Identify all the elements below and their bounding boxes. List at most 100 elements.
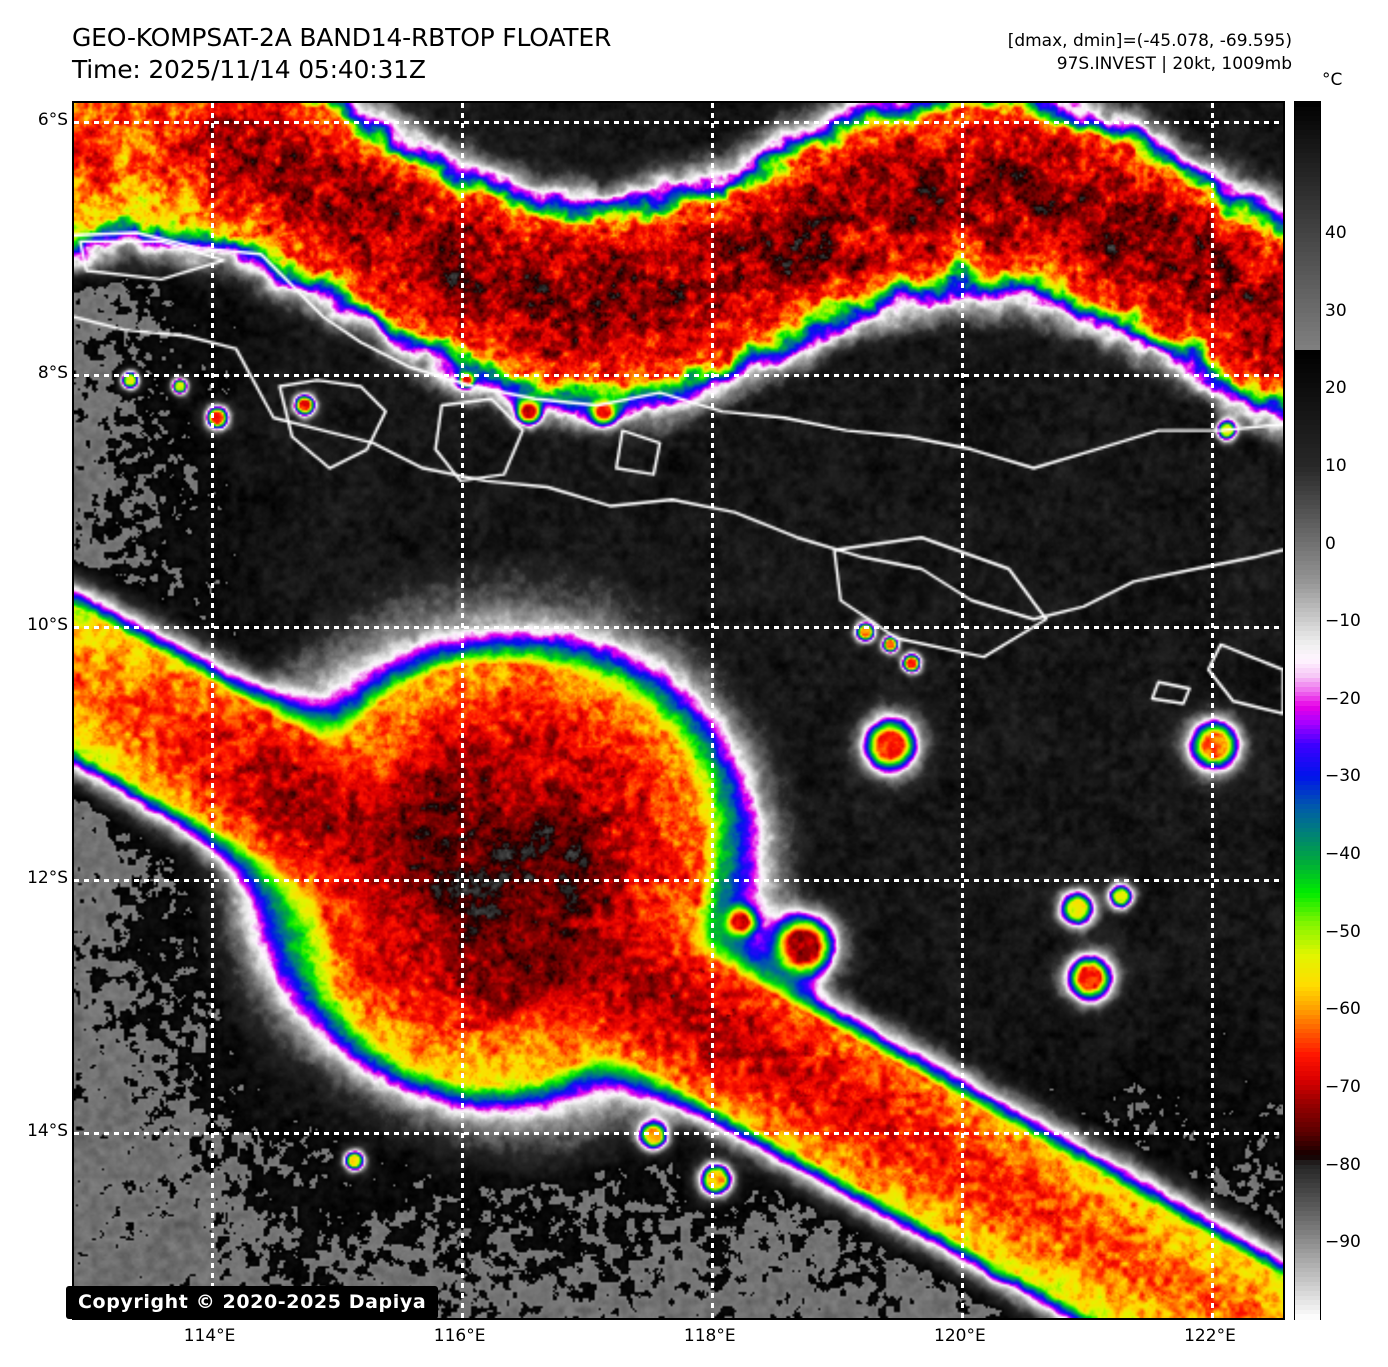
colorbar-segment <box>1295 172 1320 178</box>
colorbar-segment <box>1295 766 1320 773</box>
colorbar-segment <box>1295 1024 1320 1030</box>
colorbar-segment <box>1295 818 1320 824</box>
colorbar-segment <box>1295 513 1320 520</box>
colorbar-segment <box>1295 743 1320 749</box>
colorbar-segment <box>1295 621 1320 627</box>
colorbar-segment <box>1295 733 1320 740</box>
colorbar-segment <box>1295 935 1320 941</box>
colorbar-segment <box>1295 888 1320 894</box>
colorbar-segment <box>1295 780 1320 787</box>
colorbar-segment <box>1295 345 1320 351</box>
colorbar-tick-label: 20 <box>1325 378 1347 399</box>
storm-info: 97S.INVEST | 20kt, 1009mb <box>1056 54 1292 74</box>
colorbar-tick-label: 30 <box>1325 300 1347 321</box>
colorbar-segment <box>1295 471 1320 478</box>
colorbar-segment <box>1295 401 1320 407</box>
colorbar-segment <box>1295 1173 1320 1180</box>
colorbar-segment <box>1295 869 1320 876</box>
colorbar-segment <box>1295 1028 1320 1035</box>
dmax-dmin-readout: [dmax, dmin]=(-45.078, -69.595) <box>1007 31 1292 51</box>
observation-time: Time: 2025/11/14 05:40:31Z <box>72 55 426 84</box>
colorbar-segment <box>1295 387 1320 393</box>
colorbar-segment <box>1295 350 1320 356</box>
x-tick-label: 116°E <box>433 1326 486 1346</box>
colorbar-segment <box>1295 509 1320 515</box>
y-tick-label: 8°S <box>37 362 68 383</box>
colorbar-segment <box>1295 836 1320 843</box>
colorbar-segment <box>1295 963 1320 969</box>
satellite-map-plot[interactable] <box>72 101 1285 1320</box>
colorbar-segment <box>1295 1192 1320 1199</box>
colorbar-segment <box>1295 588 1320 595</box>
colorbar-segment <box>1295 270 1320 276</box>
colorbar-segment <box>1295 190 1320 197</box>
colorbar-segment <box>1295 897 1320 904</box>
colorbar-segment <box>1295 1047 1320 1053</box>
colorbar-segment <box>1295 635 1320 641</box>
y-tick-label: 14°S <box>27 1120 68 1141</box>
colorbar-segment <box>1295 1295 1320 1301</box>
colorbar-segment <box>1295 261 1320 267</box>
colorbar-tick-label: −20 <box>1325 688 1361 709</box>
colorbar-segment <box>1295 429 1320 436</box>
colorbar-segment <box>1295 715 1320 721</box>
colorbar-segment <box>1295 396 1320 403</box>
colorbar-segment <box>1295 907 1320 913</box>
colorbar-tick-label: 40 <box>1325 222 1347 243</box>
colorbar-segment <box>1295 167 1320 173</box>
colorbar-segment <box>1295 1290 1320 1297</box>
colorbar-segment <box>1295 462 1320 468</box>
colorbar-segment <box>1295 200 1320 206</box>
colorbar-segment <box>1295 1019 1320 1025</box>
colorbar-segment <box>1295 1061 1320 1067</box>
colorbar-segment <box>1295 223 1320 230</box>
colorbar-segment <box>1295 499 1320 506</box>
colorbar-segment <box>1295 1244 1320 1250</box>
colorbar-segment <box>1295 747 1320 754</box>
colorbar-segment <box>1295 691 1320 698</box>
colorbar-segment <box>1295 228 1320 234</box>
y-tick-label: 10°S <box>27 615 68 636</box>
colorbar-segment <box>1295 1145 1320 1152</box>
colorbar-segment <box>1295 490 1320 496</box>
colorbar-segment <box>1295 1201 1320 1208</box>
x-tick-label: 118°E <box>683 1326 736 1346</box>
colorbar-segment <box>1295 1099 1320 1105</box>
colorbar-segment <box>1295 532 1320 539</box>
colorbar-segment <box>1295 340 1320 347</box>
colorbar-segment <box>1295 1164 1320 1170</box>
colorbar-segment <box>1295 673 1320 679</box>
colorbar-segment <box>1295 574 1320 581</box>
colorbar-segment <box>1295 579 1320 585</box>
colorbar-segment <box>1295 1131 1320 1138</box>
colorbar-segment <box>1295 864 1320 871</box>
map-canvas-area <box>74 103 1283 1318</box>
colorbar-segment <box>1295 1070 1320 1077</box>
colorbar-segment <box>1295 476 1320 482</box>
colorbar-segment <box>1295 832 1320 838</box>
colorbar-segment <box>1295 551 1320 557</box>
colorbar-tick-label: −60 <box>1325 999 1361 1020</box>
colorbar-segment <box>1295 719 1320 726</box>
colorbar-segment <box>1295 804 1320 810</box>
colorbar-segment <box>1295 279 1320 286</box>
colorbar-segment <box>1295 265 1320 272</box>
colorbar-segment <box>1295 406 1320 412</box>
infrared-imagery <box>74 103 1283 1318</box>
colorbar-segment <box>1295 162 1320 169</box>
colorbar-segment <box>1295 1108 1320 1114</box>
colorbar-segment <box>1295 677 1320 684</box>
colorbar-segment <box>1295 382 1320 389</box>
colorbar-segment <box>1295 668 1320 674</box>
colorbar-segment <box>1295 939 1320 946</box>
colorbar-segment <box>1295 902 1320 908</box>
colorbar-segment <box>1295 1272 1320 1278</box>
colorbar-segment <box>1295 879 1320 885</box>
colorbar-segment <box>1295 598 1320 604</box>
colorbar-segment <box>1295 373 1320 379</box>
colorbar-segment <box>1295 1220 1320 1227</box>
colorbar-segment <box>1295 967 1320 974</box>
colorbar-segment <box>1295 1084 1320 1091</box>
colorbar-segment <box>1295 331 1320 337</box>
colorbar-segment <box>1295 841 1320 847</box>
